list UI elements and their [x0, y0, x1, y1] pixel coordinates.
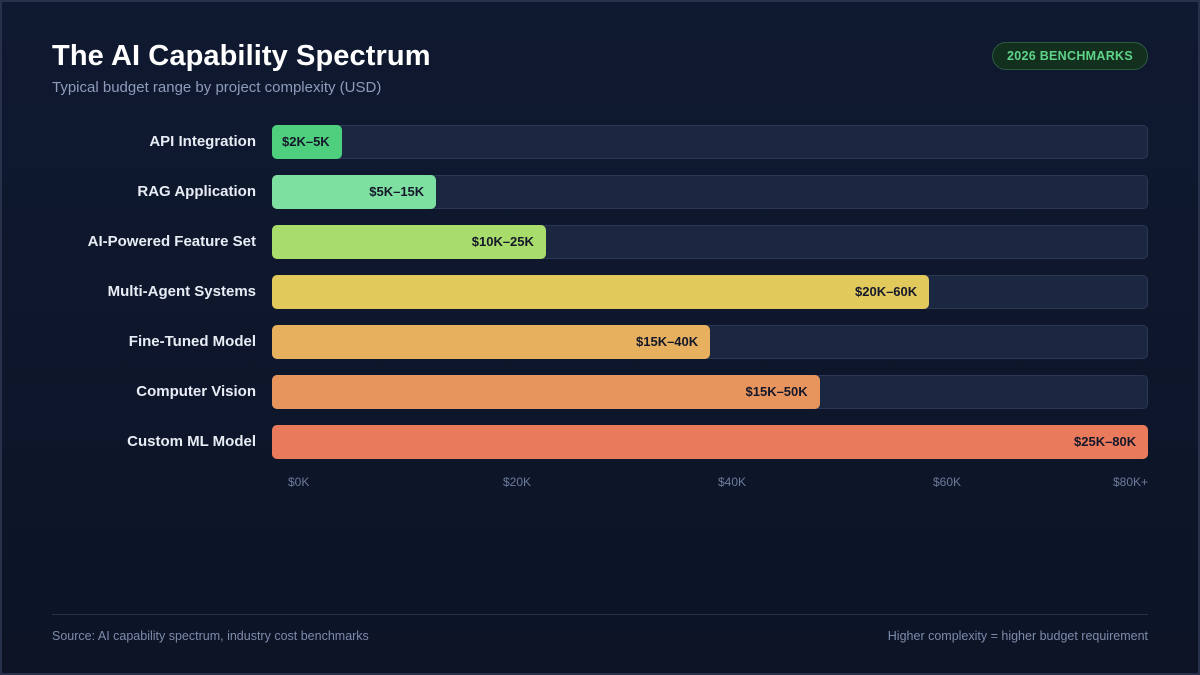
bar	[272, 275, 929, 309]
category-label: Fine-Tuned Model	[128, 333, 256, 350]
x-tick-label: $0K	[288, 475, 310, 489]
category-label: API Integration	[149, 133, 256, 150]
category-label: Computer Vision	[136, 383, 256, 400]
x-tick-label: $40K	[718, 475, 747, 489]
bar-value-label: $20K–60K	[855, 284, 918, 299]
benchmarks-badge: 2026 BENCHMARKS	[991, 42, 1148, 70]
chart-subtitle: Typical budget range by project complexi…	[52, 79, 382, 96]
bar	[272, 375, 820, 409]
bar-track	[272, 125, 1148, 159]
category-label: RAG Application	[137, 183, 256, 200]
bar	[272, 425, 1148, 459]
chart-title: The AI Capability Spectrum	[52, 40, 431, 72]
category-label: Custom ML Model	[127, 433, 256, 450]
bar	[272, 325, 710, 359]
bar	[272, 125, 342, 159]
bar	[272, 175, 437, 209]
category-label: AI-Powered Feature Set	[87, 233, 256, 250]
bar-value-label: $2K–5K	[282, 134, 330, 149]
x-tick-label: $20K	[503, 475, 532, 489]
bar-value-label: $5K–15K	[369, 184, 425, 199]
category-label: Multi-Agent Systems	[107, 283, 256, 300]
x-tick-label: $60K	[933, 475, 962, 489]
bar	[272, 225, 546, 259]
x-tick-label: $80K+	[1113, 475, 1149, 489]
bar-value-label: $15K–50K	[745, 384, 808, 399]
source-note: Source: AI capability spectrum, industry…	[52, 629, 369, 643]
footer-divider	[52, 614, 1148, 615]
complexity-note: Higher complexity = higher budget requir…	[887, 629, 1148, 643]
bar-value-label: $25K–80K	[1074, 434, 1137, 449]
bar-value-label: $10K–25K	[471, 234, 534, 249]
bar-value-label: $15K–40K	[636, 334, 699, 349]
